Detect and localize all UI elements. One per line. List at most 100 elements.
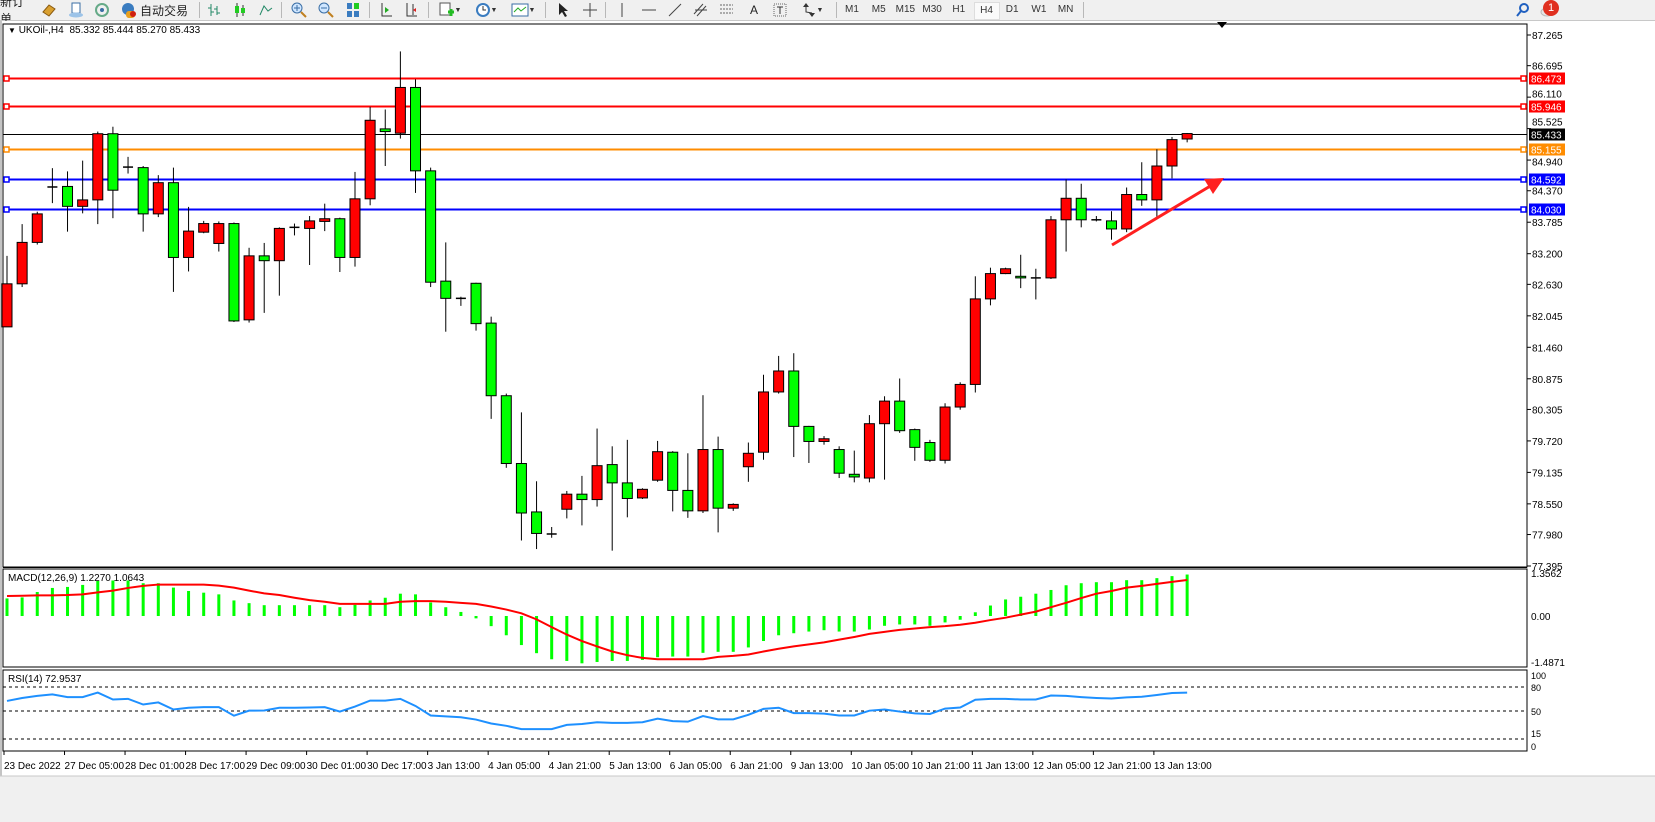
candle-body (470, 282, 482, 325)
arrows-icon[interactable]: ▼ (796, 1, 828, 19)
candle-body (1045, 219, 1057, 279)
up-arrow-drawing[interactable] (1111, 178, 1224, 247)
timeframe-mn[interactable]: MN (1057, 4, 1074, 15)
arrow-shaft[interactable] (1111, 183, 1213, 247)
hline-handle-left (3, 103, 10, 110)
auto-trading-button[interactable]: 自动交易 (120, 1, 190, 19)
timeframe-m15[interactable]: M15 (895, 4, 916, 15)
timeframe-m1[interactable]: M1 (845, 4, 859, 15)
macd-bar (429, 602, 433, 616)
candle-body (394, 86, 406, 134)
candle-body (62, 185, 74, 207)
candle-body (167, 182, 179, 258)
search-icon[interactable] (1515, 1, 1531, 19)
clock-icon[interactable]: ▼ (472, 1, 500, 19)
macd-bar (822, 616, 826, 631)
market-watch-icon[interactable] (67, 1, 85, 19)
timeframe-d1[interactable]: D1 (1005, 4, 1019, 15)
chart-header: ▼ UKOil-,H4 85.332 85.444 85.270 85.433 (8, 25, 200, 36)
line-chart-icon[interactable] (257, 1, 275, 19)
macd-bar (807, 616, 811, 632)
cursor-icon[interactable] (554, 1, 572, 19)
macd-bar (837, 616, 841, 632)
chart-shift-icon[interactable] (402, 1, 420, 19)
new-chart-icon[interactable]: ▼ (436, 1, 464, 19)
candle (410, 79, 422, 193)
candle-body (697, 449, 709, 512)
macd-bar (262, 605, 266, 616)
timeframe-h1[interactable]: H1 (952, 4, 966, 15)
price-tick-label: 82.045 (1532, 312, 1563, 323)
candle (289, 223, 300, 236)
fibonacci-icon[interactable] (718, 1, 736, 19)
candle (773, 355, 785, 394)
rsi-panel: RSI(14) 72.9537 100 80 50 15 0 (2, 669, 1546, 752)
macd-bar (141, 583, 145, 616)
channel-icon[interactable] (692, 1, 710, 19)
candle (879, 396, 891, 480)
candle-body (258, 255, 270, 262)
candle-body (803, 425, 815, 442)
candle (803, 425, 815, 463)
trendline-icon[interactable] (666, 1, 684, 19)
tile-windows-icon[interactable] (344, 1, 362, 19)
timeframe-h4[interactable]: H4 (973, 2, 1000, 20)
candle-body (1, 283, 13, 328)
crosshair-icon[interactable] (581, 1, 599, 19)
candle-body (742, 452, 754, 468)
book-icon[interactable] (40, 1, 58, 19)
macd-bar (640, 616, 644, 660)
time-tick-label: 6 Jan 05:00 (670, 761, 723, 772)
signals-icon[interactable] (93, 1, 111, 19)
candle-body (576, 493, 588, 501)
timeframe-w1[interactable]: W1 (1031, 4, 1047, 15)
macd-bar (716, 616, 720, 652)
auto-scroll-icon[interactable] (377, 1, 395, 19)
macd-bar (444, 607, 448, 616)
symbol-menu-icon[interactable]: ▼ (8, 26, 16, 35)
candle (727, 503, 739, 511)
candle (1030, 268, 1041, 300)
macd-bar (96, 580, 100, 616)
zoom-in-icon[interactable] (290, 1, 308, 19)
bar-chart-icon[interactable] (205, 1, 223, 19)
auto-trading-label: 自动交易 (140, 3, 189, 18)
candle (364, 106, 376, 206)
candle-body (500, 395, 512, 465)
horizontal-line-icon[interactable] (640, 1, 658, 19)
macd-bar (898, 616, 902, 625)
chart-shift-marker-icon[interactable] (1217, 22, 1227, 28)
candle-body (833, 449, 845, 474)
candle (394, 51, 406, 139)
text-icon[interactable]: A (749, 3, 758, 17)
candle-body (1015, 275, 1027, 279)
candle-body (1166, 139, 1178, 167)
macd-bar (232, 600, 236, 616)
hline-handle-left (3, 206, 10, 213)
candle-body (349, 198, 361, 258)
candle (954, 382, 966, 410)
hline-handle-right (1520, 103, 1527, 110)
candle-body (515, 463, 527, 514)
vertical-line-icon[interactable] (613, 1, 631, 19)
candle-body (969, 298, 981, 385)
macd-bar (928, 616, 932, 626)
zoom-out-icon[interactable] (317, 1, 335, 19)
timeframe-m30[interactable]: M30 (922, 4, 942, 15)
text-label-icon[interactable] (771, 1, 789, 19)
candle (379, 109, 391, 167)
candle (576, 475, 588, 526)
ohlc-values: 85.332 85.444 85.270 85.433 (69, 25, 201, 36)
price-tick-label: 84.940 (1532, 158, 1563, 169)
candlestick-icon[interactable] (231, 1, 249, 19)
time-tick-label: 6 Jan 21:00 (730, 761, 783, 772)
timeframe-m5[interactable]: M5 (871, 4, 886, 15)
candle-body (636, 488, 648, 499)
template-icon[interactable]: ▼ (508, 1, 538, 19)
price-tick-label: 84.370 (1532, 187, 1563, 198)
macd-bar (277, 605, 281, 616)
macd-bar (247, 603, 251, 616)
candle-body (440, 280, 452, 299)
candle (863, 415, 875, 483)
